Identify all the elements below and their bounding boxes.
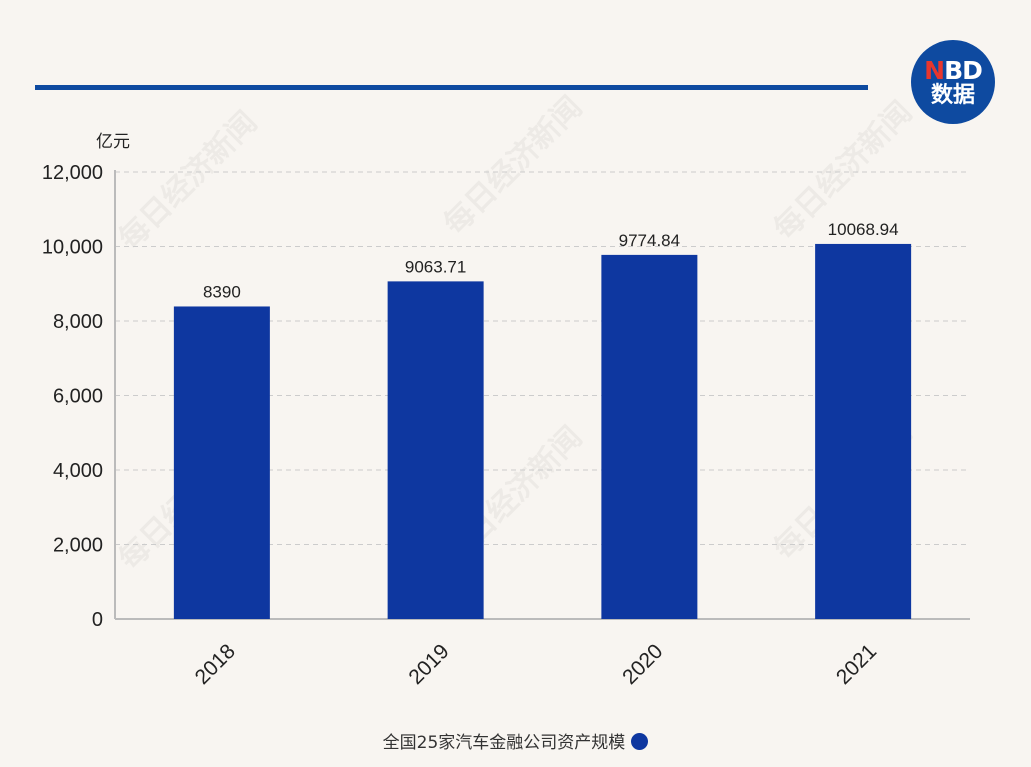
data-label-2018: 8390 <box>203 282 241 301</box>
y-tick-label: 6,000 <box>53 386 103 408</box>
x-tick-label-2020: 2020 <box>618 640 667 689</box>
y-tick-label: 0 <box>92 609 103 631</box>
y-axis-label: 亿元 <box>96 132 130 152</box>
y-tick-label: 12,000 <box>42 162 103 184</box>
y-tick-label: 2,000 <box>53 535 103 557</box>
y-tick-label: 4,000 <box>53 460 103 482</box>
y-tick-label: 8,000 <box>53 311 103 333</box>
x-tick-label-2021: 2021 <box>832 640 881 689</box>
legend-swatch <box>631 733 649 750</box>
legend-label: 全国25家汽车金融公司资产规模 <box>382 733 626 753</box>
logo-letter-n: N <box>924 55 945 85</box>
watermark-text: 每日经济新闻 <box>437 90 589 242</box>
bar-2020 <box>601 254 698 619</box>
data-label-2020: 9774.84 <box>619 231 680 250</box>
header-rule <box>35 85 868 90</box>
x-tick-label-2018: 2018 <box>191 640 240 689</box>
nbd-logo: NBD 数据 <box>911 40 995 124</box>
bar-2021 <box>815 243 912 619</box>
data-label-2019: 9063.71 <box>405 257 466 276</box>
bar-2019 <box>387 281 484 619</box>
y-tick-label: 10,000 <box>42 237 103 259</box>
watermark-text: 每日经济新闻 <box>112 105 264 257</box>
logo-subtitle: 数据 <box>930 82 975 108</box>
logo-letters-bd: BD <box>944 55 983 85</box>
x-tick-label-2019: 2019 <box>404 640 453 689</box>
logo-nbd: NBD <box>924 55 983 85</box>
bar-2018 <box>173 306 270 619</box>
data-label-2021: 10068.94 <box>828 220 899 239</box>
legend: 全国25家汽车金融公司资产规模 <box>0 728 1031 753</box>
